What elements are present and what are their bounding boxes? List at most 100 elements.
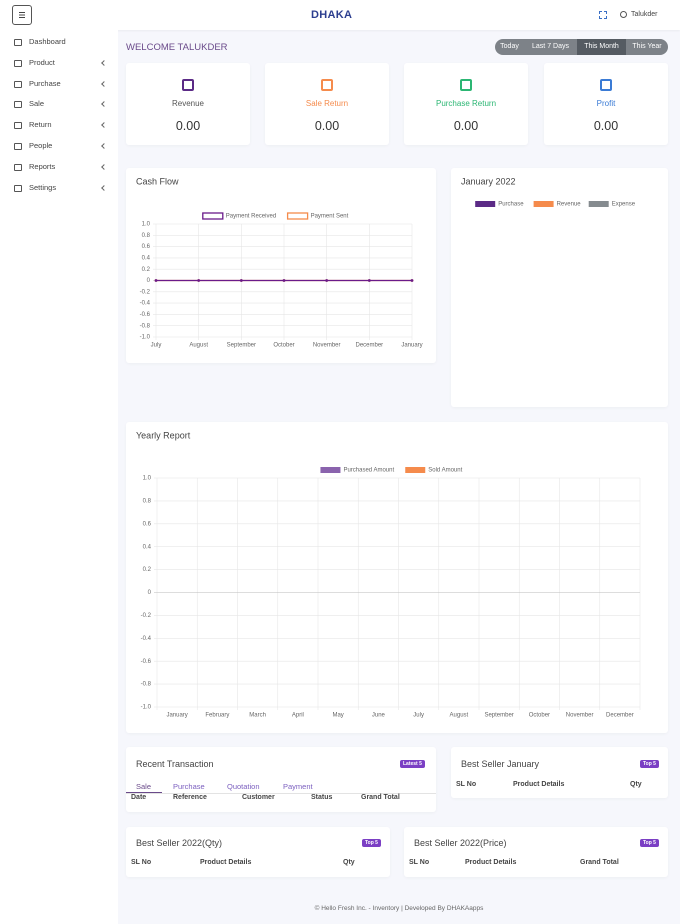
x-tick-label: November bbox=[566, 713, 594, 719]
sidebar-icon bbox=[14, 39, 22, 46]
column-header: Grand Total bbox=[361, 794, 400, 801]
point bbox=[367, 279, 371, 282]
x-tick-label: April bbox=[292, 713, 304, 719]
best-seller-qty-card: Best Seller 2022(Qty) Top 5 SL No Produc… bbox=[126, 827, 390, 877]
chart-title: January 2022 bbox=[461, 176, 516, 186]
card-title: Recent Transaction bbox=[136, 759, 214, 769]
x-tick-label: March bbox=[249, 713, 266, 719]
sidebar-item[interactable]: Sale bbox=[14, 98, 110, 110]
chart-title: Yearly Report bbox=[136, 430, 191, 440]
legend-label: Purchase bbox=[498, 202, 524, 208]
sidebar-icon bbox=[14, 59, 22, 67]
sidebar-item[interactable]: Reports bbox=[14, 161, 110, 173]
card-title: Best Seller 2022(Qty) bbox=[136, 838, 223, 848]
stat-value: 0.00 bbox=[593, 119, 619, 133]
legend-swatch bbox=[588, 201, 609, 207]
stat-icon bbox=[321, 79, 333, 91]
x-tick-label: August bbox=[450, 713, 469, 719]
filter-button[interactable]: Last 7 Days bbox=[532, 43, 569, 50]
x-tick-label: October bbox=[273, 343, 294, 349]
y-tick-label: -0.4 bbox=[141, 636, 152, 642]
sidebar-item[interactable]: People bbox=[14, 140, 110, 152]
sidebar-item[interactable]: Return bbox=[14, 119, 110, 131]
x-tick-label: December bbox=[355, 343, 383, 349]
legend-swatch bbox=[320, 467, 341, 473]
tab[interactable]: Sale bbox=[136, 782, 152, 791]
cash-flow-chart: Cash Flow Payment Received Payment Sent Jul… bbox=[136, 176, 423, 349]
badge: Top 5 bbox=[362, 839, 381, 847]
x-tick-label: January bbox=[401, 343, 422, 349]
filter-button[interactable]: This Year bbox=[632, 43, 662, 50]
card-title: Best Seller January bbox=[461, 759, 540, 769]
x-tick-label: September bbox=[484, 713, 513, 719]
chevron bbox=[101, 163, 107, 170]
stat-card: Revenue 0.00 bbox=[126, 63, 250, 145]
y-tick-label: -0.8 bbox=[140, 323, 151, 329]
tab[interactable]: Purchase bbox=[173, 782, 205, 791]
legend-label: Expense bbox=[612, 202, 636, 208]
x-tick-label: November bbox=[313, 343, 341, 349]
fullscreen-icon[interactable] bbox=[599, 11, 607, 19]
sidebar-label: Product bbox=[29, 57, 55, 67]
stat-icon bbox=[600, 79, 612, 91]
column-header: SL No bbox=[131, 859, 152, 866]
point bbox=[410, 279, 414, 282]
point bbox=[239, 279, 243, 282]
column-header: Product Details bbox=[465, 859, 517, 866]
menu-button[interactable] bbox=[12, 5, 32, 25]
y-tick-label: 1.0 bbox=[143, 476, 152, 482]
y-tick-label: 0.6 bbox=[143, 521, 152, 527]
chevron bbox=[101, 184, 107, 191]
yearly-chart: Yearly Report Purchased Amount Sold Amount… bbox=[136, 430, 641, 719]
point bbox=[197, 279, 201, 282]
y-tick-label: 0.4 bbox=[142, 255, 151, 261]
chart-title: Cash Flow bbox=[136, 176, 179, 186]
legend-label: Sold Amount bbox=[428, 468, 462, 474]
tab[interactable]: Payment bbox=[283, 782, 313, 791]
month-card bbox=[451, 168, 668, 407]
filter-button[interactable]: This Month bbox=[577, 39, 626, 55]
sidebar-label: Reports bbox=[29, 161, 56, 171]
legend-label: Purchased Amount bbox=[343, 468, 394, 474]
sidebar-label: People bbox=[29, 141, 53, 150]
sidebar-label: Sale bbox=[29, 99, 45, 109]
chevron bbox=[101, 143, 107, 149]
sidebar-icon bbox=[14, 184, 22, 192]
cash-flow-card bbox=[126, 168, 436, 363]
filter-button[interactable]: Today bbox=[500, 43, 519, 50]
stat-icon bbox=[460, 79, 472, 91]
column-header: SL No bbox=[409, 859, 430, 866]
logo[interactable]: DHAKA bbox=[311, 9, 353, 21]
x-tick-label: February bbox=[205, 713, 229, 719]
column-header: Qty bbox=[343, 859, 355, 866]
legend-swatch bbox=[533, 201, 554, 207]
x-tick-label: August bbox=[189, 343, 208, 349]
column-header: SL No bbox=[456, 781, 477, 788]
recent-transaction-card: Recent Transaction Latest 5 Sale Purchas… bbox=[126, 747, 436, 812]
sidebar: Dashboard Product Purchase Sale Return People… bbox=[0, 30, 118, 924]
sidebar-item[interactable]: Settings bbox=[14, 182, 110, 194]
top-bar: DHAKA Talukder bbox=[0, 0, 680, 30]
point bbox=[154, 279, 158, 282]
sidebar-item[interactable]: Purchase bbox=[14, 78, 110, 90]
sidebar-label: Return bbox=[29, 120, 52, 130]
stat-label: Sale Return bbox=[305, 99, 349, 108]
legend-swatch bbox=[475, 201, 496, 207]
user-name[interactable]: Talukder bbox=[631, 11, 658, 18]
sidebar-item[interactable]: Product bbox=[14, 57, 110, 69]
point bbox=[282, 279, 286, 282]
y-tick-label: -0.2 bbox=[141, 613, 152, 619]
month-chart: January 2022 Purchase Revenue Expense bbox=[461, 176, 636, 208]
tab[interactable]: Quotation bbox=[227, 782, 260, 791]
stat-label: Revenue bbox=[171, 99, 205, 108]
legend-swatch bbox=[405, 467, 426, 473]
x-tick-label: July bbox=[151, 343, 162, 349]
best-seller-month-card: Best Seller January Top 5 SL No Product … bbox=[451, 747, 668, 798]
sidebar-icon bbox=[14, 143, 22, 150]
yearly-card bbox=[126, 422, 668, 733]
y-tick-label: 1.0 bbox=[142, 222, 151, 228]
y-tick-label: 0 bbox=[147, 278, 151, 284]
sidebar-item[interactable]: Dashboard bbox=[14, 36, 110, 48]
footer: © Hello Fresh Inc. - Inventory | Develop… bbox=[314, 905, 484, 912]
y-tick-label: -0.8 bbox=[141, 682, 152, 688]
